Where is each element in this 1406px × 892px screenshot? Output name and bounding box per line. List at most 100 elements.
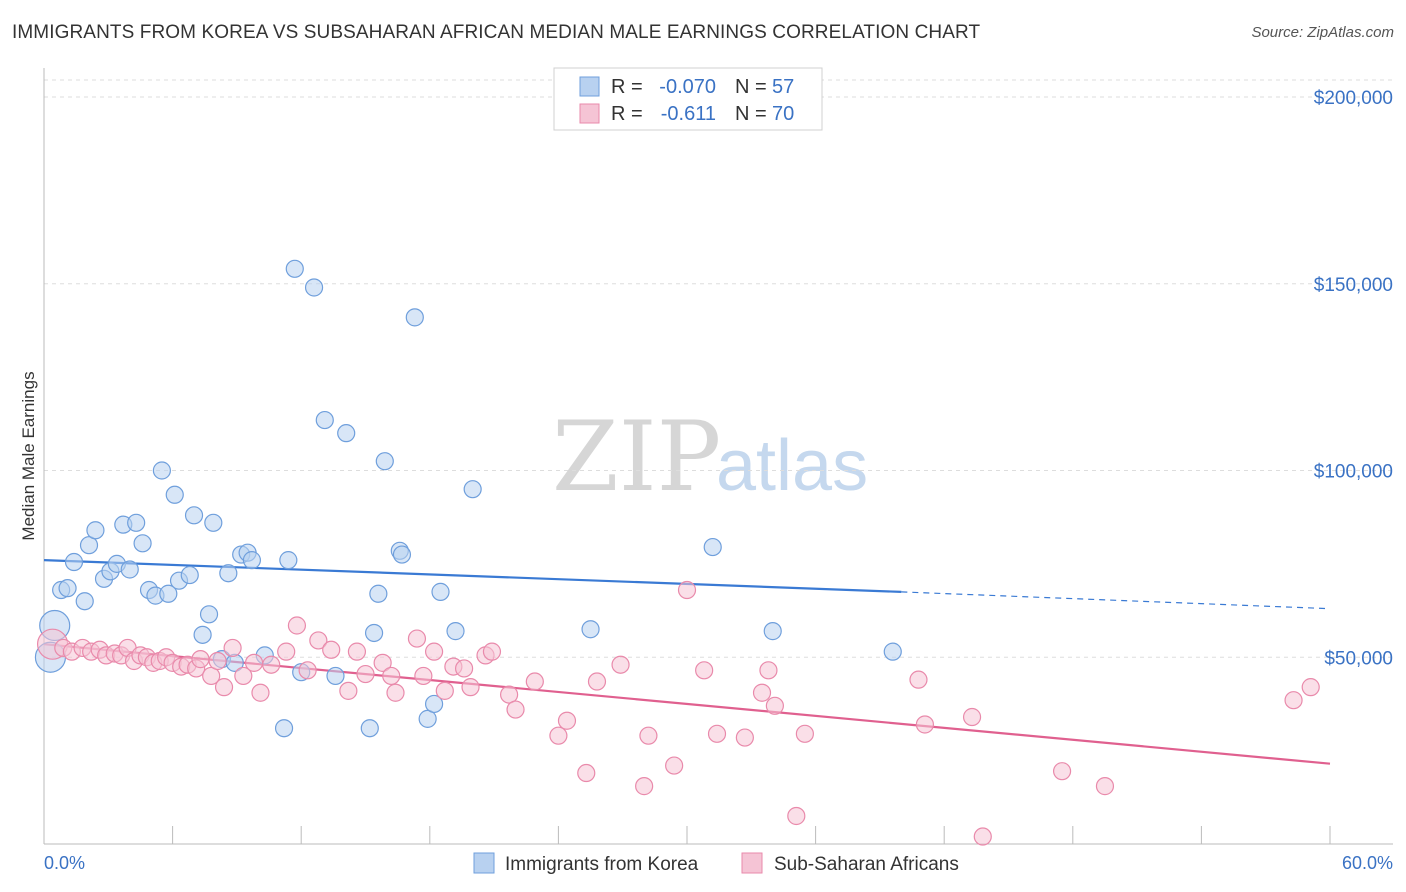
korea-point bbox=[424, 694, 444, 714]
korea-point bbox=[159, 584, 178, 603]
africa-series-swatch bbox=[741, 852, 763, 874]
watermark: ZIP atlas bbox=[552, 401, 868, 513]
korea-point bbox=[120, 560, 139, 579]
x-axis-ticks bbox=[172, 826, 1331, 844]
x-tick-label-min: 0.0% bbox=[44, 853, 85, 873]
korea-point bbox=[431, 582, 450, 601]
africa-point bbox=[506, 700, 525, 719]
watermark-zip: ZIP bbox=[552, 401, 721, 513]
africa-point bbox=[202, 666, 221, 686]
africa-point bbox=[309, 631, 328, 650]
x-tick-label-max: 60.0% bbox=[1342, 853, 1393, 873]
korea-point bbox=[703, 537, 722, 557]
africa-point bbox=[677, 580, 697, 600]
korea-point bbox=[242, 551, 262, 570]
africa-point bbox=[557, 711, 577, 730]
korea-point bbox=[204, 513, 223, 532]
korea-point bbox=[369, 584, 388, 603]
korea-point bbox=[152, 461, 171, 480]
korea-point bbox=[127, 513, 146, 532]
africa-point bbox=[587, 672, 607, 691]
korea-legend-swatch bbox=[579, 76, 600, 97]
africa-point bbox=[234, 666, 253, 686]
africa-point bbox=[386, 683, 405, 702]
africa-point bbox=[577, 763, 596, 783]
africa-point bbox=[407, 629, 427, 648]
africa-point bbox=[707, 724, 727, 743]
korea-point bbox=[337, 424, 356, 443]
y-axis-title: Median Male Earnings bbox=[19, 371, 38, 540]
africa-point bbox=[382, 666, 401, 686]
africa-point bbox=[208, 651, 227, 671]
africa-point bbox=[665, 756, 684, 775]
korea-point bbox=[184, 506, 204, 525]
korea-n-label: N = bbox=[735, 76, 767, 98]
korea-point bbox=[446, 622, 465, 641]
korea-point bbox=[364, 623, 384, 643]
africa-point bbox=[735, 728, 754, 747]
africa-point bbox=[695, 661, 714, 680]
korea-point bbox=[165, 485, 184, 504]
africa-point bbox=[223, 638, 242, 658]
africa-point bbox=[752, 683, 772, 702]
korea-r-value: -0.070 bbox=[659, 76, 716, 98]
watermark-atlas: atlas bbox=[716, 426, 868, 506]
gridlines bbox=[44, 79, 1393, 658]
africa-point bbox=[525, 672, 544, 691]
korea-point bbox=[58, 579, 77, 598]
korea-point bbox=[763, 622, 782, 641]
africa-point bbox=[347, 642, 367, 661]
africa-point bbox=[339, 681, 358, 700]
africa-point bbox=[287, 616, 307, 635]
stats-legend: R = -0.070 N = 57 R = -0.611 N = 70 bbox=[553, 67, 823, 131]
africa-point bbox=[373, 653, 392, 672]
korea-point bbox=[75, 592, 94, 611]
y-tick-labels: $50,000 $100,000 $150,000 $200,000 bbox=[1314, 88, 1393, 669]
series-legend: Immigrants from Korea Sub-Saharan Africa… bbox=[473, 852, 959, 875]
y-tick-label: $200,000 bbox=[1314, 88, 1393, 109]
africa-point bbox=[909, 670, 928, 689]
africa-point bbox=[1284, 691, 1303, 710]
korea-n-value: 57 bbox=[772, 76, 794, 98]
africa-point bbox=[214, 678, 234, 697]
africa-point bbox=[759, 661, 778, 680]
africa-point bbox=[482, 642, 502, 661]
source-note: Source: ZipAtlas.com bbox=[1251, 24, 1394, 41]
africa-legend-swatch bbox=[579, 103, 600, 124]
africa-point bbox=[454, 659, 474, 678]
africa-n-label: N = bbox=[735, 103, 767, 125]
africa-point bbox=[962, 707, 982, 727]
africa-point bbox=[262, 655, 281, 674]
africa-point bbox=[424, 642, 444, 661]
korea-point bbox=[326, 666, 345, 686]
africa-point bbox=[191, 650, 210, 669]
africa-point bbox=[435, 681, 454, 700]
africa-point bbox=[461, 678, 480, 697]
korea-point bbox=[405, 308, 424, 327]
y-tick-label: $50,000 bbox=[1324, 648, 1393, 669]
korea-point bbox=[463, 480, 482, 499]
chart-title: IMMIGRANTS FROM KOREA VS SUBSAHARAN AFRI… bbox=[12, 22, 981, 43]
africa-point bbox=[915, 715, 935, 734]
korea-point bbox=[279, 551, 298, 570]
y-tick-label: $100,000 bbox=[1314, 462, 1393, 483]
africa-point bbox=[277, 642, 296, 661]
africa-point bbox=[639, 726, 658, 745]
korea-point bbox=[360, 719, 379, 738]
africa-point bbox=[356, 664, 375, 684]
africa-point bbox=[549, 726, 568, 745]
africa-point bbox=[500, 685, 519, 704]
africa-point bbox=[322, 640, 341, 659]
africa-point bbox=[298, 661, 317, 680]
africa-r-value: -0.611 bbox=[661, 103, 716, 125]
korea-point bbox=[883, 642, 902, 661]
africa-series-label: Sub-Saharan Africans bbox=[774, 854, 959, 875]
africa-point bbox=[795, 724, 814, 743]
africa-point bbox=[635, 777, 654, 796]
korea-series-label: Immigrants from Korea bbox=[505, 854, 699, 875]
korea-point bbox=[193, 625, 212, 644]
korea-point bbox=[418, 709, 437, 728]
africa-point bbox=[1301, 678, 1320, 697]
korea-point bbox=[304, 278, 324, 297]
